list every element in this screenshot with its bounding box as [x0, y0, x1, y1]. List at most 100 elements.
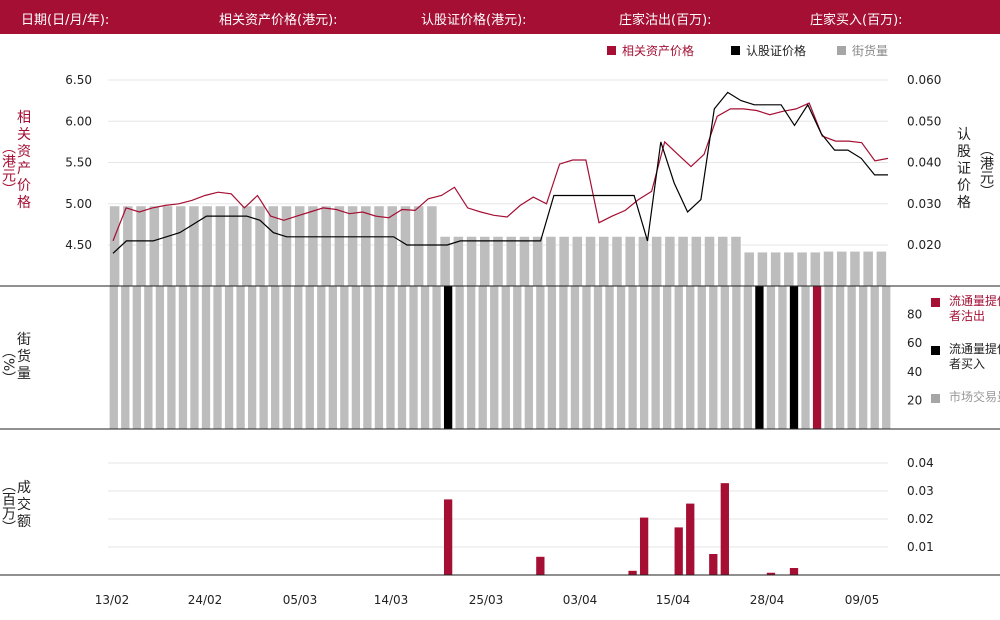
outstanding-bar [625, 236, 635, 286]
turnover-tick-label: 0.01 [907, 540, 934, 554]
market-volume-bar [236, 286, 245, 429]
bottom-axis-label: 成交额 [16, 480, 32, 531]
outstanding-bar [215, 206, 226, 286]
underlying-price-label: 相关资产价格(港元): [219, 13, 338, 28]
market-volume-bar [351, 286, 361, 429]
outstanding-bar [123, 206, 133, 286]
right-tick-label: 0.030 [907, 197, 941, 211]
market-volume-bar [397, 286, 407, 429]
market-volume-bar [697, 286, 706, 429]
market-volume-bar [605, 286, 614, 429]
market-volume-bar [801, 286, 810, 429]
right-axis-unit: （港元） [978, 142, 994, 198]
market-volume-bar [674, 286, 683, 429]
market-volume-bar [639, 286, 649, 429]
outstanding-bar [136, 206, 146, 286]
outstanding-bar [546, 236, 556, 286]
market-volume-bar [328, 286, 337, 429]
left-tick-label: 5.50 [65, 156, 92, 170]
market-volume-bar [213, 286, 222, 429]
underlying-price-line [112, 102, 889, 242]
market-volume-bar [547, 286, 557, 429]
market-volume-bar [559, 286, 568, 429]
market-volume-bar [155, 286, 165, 429]
outstanding-bar [466, 236, 477, 286]
x-tick-label: 05/03 [283, 593, 318, 607]
outstanding-bar [202, 206, 212, 286]
outstanding-bar [612, 236, 622, 286]
outstanding-bar [427, 206, 437, 286]
lp-buy-volume-bar [443, 286, 453, 429]
market-volume-bar [616, 286, 626, 429]
market-volume-bar [709, 286, 718, 429]
market-volume-bar [536, 286, 545, 429]
market-volume-bar [432, 286, 441, 429]
outstanding-bar [810, 252, 821, 286]
legend-market-swatch [931, 394, 940, 403]
market-volume-bar [121, 286, 130, 429]
outstanding-bar [109, 206, 120, 286]
x-tick-label: 09/05 [845, 593, 880, 607]
outstanding-bar [850, 251, 860, 286]
turnover-bar [766, 572, 776, 575]
turnover-bar [536, 556, 545, 575]
market-volume-bar [720, 286, 729, 429]
legend-warrant-label: 认股证价格 [746, 43, 806, 58]
outstanding-bar [281, 206, 292, 286]
left-tick-label: 6.00 [65, 114, 92, 128]
market-volume-bar [766, 286, 776, 429]
x-tick-label: 15/04 [656, 593, 691, 607]
market-volume-bar [386, 286, 395, 429]
outstanding-bar [149, 206, 160, 286]
outstanding-bar [493, 236, 503, 286]
outstanding-bar [387, 206, 397, 286]
x-tick-label: 28/04 [750, 593, 785, 607]
outstanding-bar [175, 206, 186, 286]
market-volume-bar [870, 286, 879, 429]
market-volume-bar [778, 286, 787, 429]
market-volume-bar [824, 286, 833, 429]
bottom-axis-title: 成交额 [17, 480, 31, 530]
outstanding-bar [242, 206, 252, 286]
market-volume-bar [340, 286, 349, 429]
left-axis-title: 相关资产价格 [17, 110, 31, 211]
outstanding-bar [678, 236, 688, 286]
market-volume-bar [686, 286, 695, 429]
market-volume-bar [663, 286, 672, 429]
volume-tick-label: 60 [907, 336, 922, 350]
legend-lp-buy-label: 流通量提供者买入 [949, 342, 1000, 371]
x-tick-label: 14/03 [374, 593, 409, 607]
outstanding-bar [268, 206, 279, 286]
mid-axis-label: 街货量 [16, 332, 32, 383]
volume-tick-label: 40 [907, 365, 922, 379]
turnover-tick-label: 0.04 [907, 456, 934, 470]
date-label: 日期(日/月/年): [21, 13, 110, 28]
market-volume-bar [524, 286, 533, 429]
bottom-axis-unit: （百万） [0, 478, 16, 534]
market-volume-bar [847, 286, 856, 429]
turnover-bar [443, 499, 453, 575]
outstanding-bar [361, 206, 371, 286]
mid-axis-unit: （%） [0, 344, 16, 386]
market-volume-bar [224, 286, 234, 429]
legend-outstanding-label: 街货量 [852, 43, 888, 58]
market-volume-bar [144, 286, 153, 429]
legend-lp-sell-swatch [931, 298, 940, 307]
right-axis-label: 认股证价格 [956, 127, 972, 212]
left-axis-label: 相关资产价格 [16, 110, 32, 212]
right-axis-unit-wrap: （港元） [978, 142, 994, 198]
legend-underlying-label: 相关资产价格 [622, 43, 694, 58]
x-tick-label: 25/03 [469, 593, 504, 607]
outstanding-bar [413, 206, 424, 286]
right-tick-label: 0.020 [907, 238, 941, 252]
market-volume-bar [501, 286, 510, 429]
left-tick-label: 4.50 [65, 238, 92, 252]
market-volume-bar [420, 286, 430, 429]
market-volume-bar [259, 286, 268, 429]
outstanding-bar [400, 206, 411, 286]
market-volume-bar [859, 286, 868, 429]
market-volume-bar [305, 286, 314, 429]
outstanding-bar [228, 206, 239, 286]
market-volume-bar [882, 286, 891, 429]
